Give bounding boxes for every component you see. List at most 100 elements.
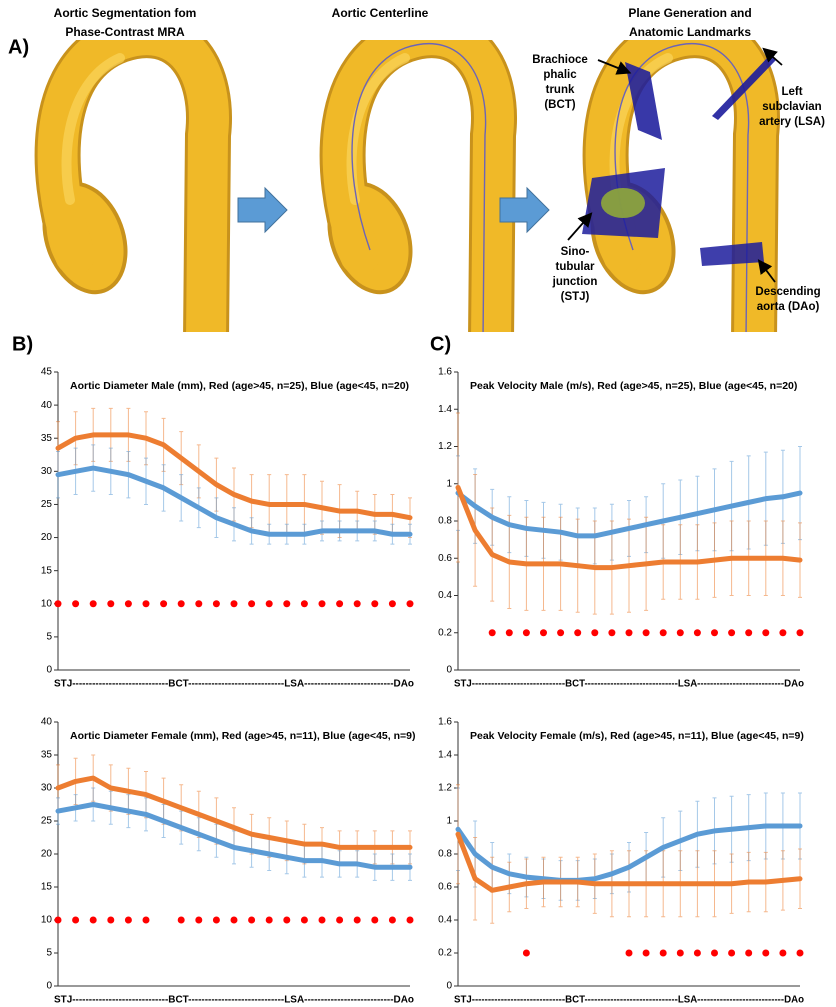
x-axis-label: STJ-----------------------------BCT-----… [54,995,414,1006]
significance-dot [728,629,735,636]
y-tick-label: 1.4 [438,750,452,761]
significance-dot [389,600,396,607]
panel-label: A) [8,36,29,58]
significance-dot [195,600,202,607]
y-tick-label: 0 [446,665,452,676]
y-tick-label: 40 [41,717,53,728]
significance-dot [143,917,150,924]
y-tick-label: 15 [41,882,53,893]
y-tick-label: 0 [46,665,52,676]
significance-dot [178,600,185,607]
landmark-label: phalic [543,69,577,81]
significance-dot [797,629,804,636]
significance-dot [762,629,769,636]
significance-dot [336,600,343,607]
significance-dot [643,950,650,957]
significance-dot [354,917,361,924]
y-tick-label: 0.4 [438,590,452,601]
significance-dot [90,600,97,607]
landmark-label: Descending [755,286,820,298]
significance-dot [143,600,150,607]
y-tick-label: 1.6 [438,717,452,728]
significance-dot [711,629,718,636]
y-tick-label: 20 [41,849,53,860]
y-tick-label: 40 [41,400,53,411]
dao-plane [700,242,764,266]
y-tick-label: 5 [46,632,52,643]
significance-dot [626,950,633,957]
significance-dot [660,629,667,636]
step-title: Aortic Centerline [332,6,429,20]
chart-title: Aortic Diameter Male (mm), Red (age>45, … [70,380,409,392]
y-tick-label: 15 [41,565,53,576]
landmark-label: junction [552,276,598,288]
landmark-label: aorta (DAo) [757,301,820,313]
x-axis-label: STJ-----------------------------BCT-----… [454,995,804,1006]
significance-dot [178,917,185,924]
panel-label: C) [430,333,451,355]
significance-dot [371,600,378,607]
significance-dot [301,600,308,607]
significance-dot [711,950,718,957]
y-tick-label: 30 [41,466,53,477]
significance-dot [779,950,786,957]
significance-dot [643,629,650,636]
significance-dot [283,600,290,607]
significance-dot [506,629,513,636]
y-tick-label: 0 [446,981,452,992]
step-title: Phase-Contrast MRA [65,25,185,39]
y-tick-label: 0.6 [438,882,452,893]
y-tick-label: 0.8 [438,516,452,527]
significance-dot [407,600,414,607]
significance-dot [779,629,786,636]
significance-dot [523,950,530,957]
x-axis-label: STJ-----------------------------BCT-----… [454,679,804,690]
significance-dot [660,950,667,957]
y-tick-label: 0.2 [438,627,452,638]
figure: A) B) C) Aortic Segmentation fomPhase-Co… [0,0,836,1007]
significance-dot [389,917,396,924]
significance-dot [213,917,220,924]
landmark-label: Brachioce [532,54,588,66]
y-tick-label: 5 [46,948,52,959]
landmark-label: (STJ) [561,291,590,303]
significance-dot [55,600,62,607]
y-tick-label: 20 [41,532,53,543]
significance-dot [72,600,79,607]
significance-dot [107,600,114,607]
significance-dot [125,600,132,607]
chart-title: Aortic Diameter Female (mm), Red (age>45… [70,730,415,742]
y-tick-label: 1.2 [438,441,452,452]
y-tick-label: 25 [41,816,53,827]
significance-dot [728,950,735,957]
landmark-label: (BCT) [544,99,575,111]
y-tick-label: 1.4 [438,404,452,415]
significance-dot [762,950,769,957]
y-tick-label: 0.6 [438,553,452,564]
significance-dot [745,950,752,957]
significance-dot [55,917,62,924]
step-title: Aortic Segmentation fom [54,6,197,20]
landmark-label: Left [781,86,802,98]
significance-dot [626,629,633,636]
aorta-segmentation [28,35,209,340]
significance-dot [694,629,701,636]
chart-title: Peak Velocity Female (m/s), Red (age>45,… [470,730,804,742]
significance-dot [557,629,564,636]
aorta-renderings [28,35,776,340]
significance-dot [319,917,326,924]
significance-dot [540,629,547,636]
chart: 051015202530354045Aortic Diameter Male (… [41,367,414,690]
significance-dot [319,600,326,607]
significance-dot [231,917,238,924]
landmark-label: tubular [556,261,595,273]
significance-dot [266,917,273,924]
significance-dot [574,629,581,636]
significance-dot [213,600,220,607]
landmark-label: subclavian [762,101,821,113]
significance-dot [72,917,79,924]
step-arrow [238,188,287,232]
significance-dot [266,600,273,607]
x-axis-label: STJ-----------------------------BCT-----… [54,679,414,690]
